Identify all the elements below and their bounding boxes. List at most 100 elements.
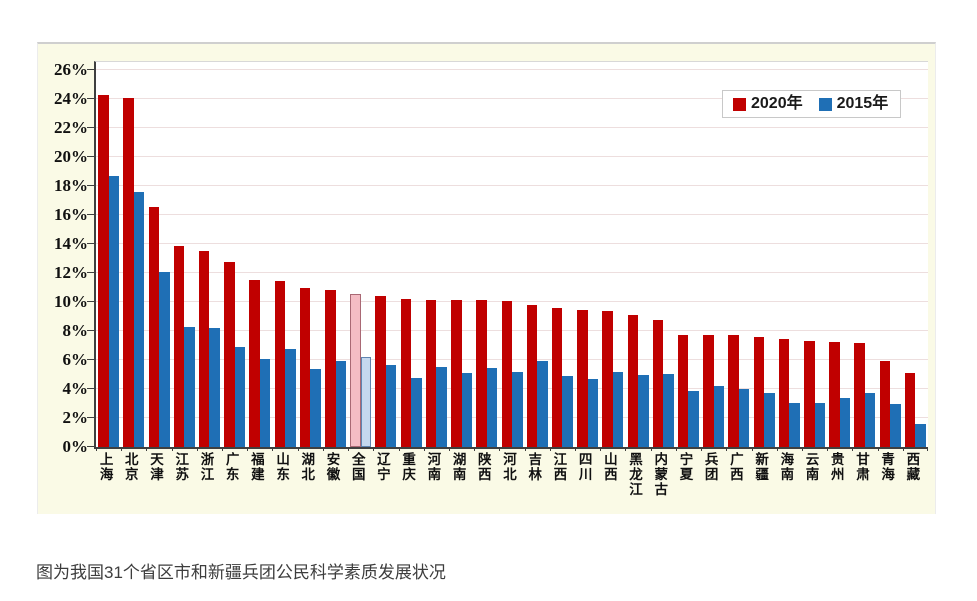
x-axis-tick [751, 447, 753, 451]
gridline-14% [96, 243, 928, 244]
y-axis-tick-2% [87, 417, 94, 418]
y-axis-label-26%: 26% [54, 60, 88, 79]
bar-2020-32 [904, 373, 916, 447]
y-axis-tick-14% [87, 243, 94, 244]
x-axis-tick [96, 447, 97, 451]
y-axis-tick-18% [87, 185, 94, 186]
bar-2015-7 [285, 348, 296, 447]
bar-2020-27 [778, 338, 790, 447]
x-axis-tick [247, 447, 249, 451]
bar-2015-20 [612, 371, 624, 447]
x-axis-tick [272, 447, 274, 451]
x-axis-tick [549, 447, 551, 451]
x-axis-tick [196, 447, 198, 451]
x-axis-label-0: 上 海 [99, 452, 114, 483]
bar-2015-4 [209, 327, 220, 447]
x-axis-tick [776, 447, 778, 451]
x-axis-tick [650, 447, 652, 451]
y-axis-label-18%: 18% [54, 176, 88, 195]
bar-2020-13 [425, 299, 437, 447]
bar-2020-14 [451, 299, 462, 447]
gridline-26% [96, 69, 928, 70]
x-axis-tick [398, 447, 400, 451]
x-axis-tick [171, 447, 173, 451]
legend-swatch-icon [818, 97, 832, 111]
y-axis-tick-12% [87, 272, 94, 273]
x-axis-tick [827, 447, 829, 451]
gridline-18% [96, 185, 928, 186]
legend-swatch-icon [733, 97, 746, 111]
x-axis-label-13: 河 南 [427, 452, 442, 483]
bar-2020-0 [98, 94, 109, 447]
y-axis-tick-8% [87, 330, 94, 331]
x-axis-tick [524, 447, 526, 451]
bar-2020-23 [677, 335, 689, 447]
bar-2020-22 [652, 320, 664, 447]
x-axis-label-2: 天 津 [150, 452, 164, 483]
bar-2020-31 [879, 360, 891, 447]
bar-2020-24 [703, 335, 714, 447]
gridline-24% [96, 98, 928, 99]
x-axis-tick [373, 447, 375, 451]
bar-2020-12 [400, 299, 412, 447]
x-axis-tick [675, 447, 677, 451]
x-axis-tick [121, 447, 123, 451]
bar-2020-30 [854, 343, 865, 447]
x-axis-label-29: 贵 州 [830, 452, 845, 483]
x-axis-label-17: 吉 林 [528, 452, 542, 483]
y-axis-tick-0% [87, 446, 94, 447]
bar-2020-4 [198, 250, 210, 447]
plot-area [87, 61, 928, 451]
y-axis-tick-22% [87, 127, 94, 128]
x-axis-label-32: 西 藏 [906, 452, 921, 483]
chart-panel: 0% 2% 4% 6% 8% 10% 12% 14% 16% 18% 20% 22% 24% 26% 上 … [37, 42, 936, 514]
bar-2015-12 [411, 378, 422, 447]
legend-item-2015: 2015年 [818, 95, 889, 112]
x-axis-tick [625, 447, 627, 451]
x-axis-tick [877, 447, 879, 451]
y-axis-label-22%: 22% [54, 118, 88, 137]
bar-2020-7 [274, 280, 286, 447]
x-axis-tick [575, 447, 577, 451]
bar-2015-18 [562, 375, 573, 447]
x-axis-label-27: 海 南 [780, 452, 795, 483]
legend: 2020年 2015年 [722, 90, 902, 118]
bar-2015-27 [789, 402, 800, 447]
y-axis-tick-20% [87, 156, 94, 157]
legend-item-2020: 2020年 [733, 96, 803, 112]
y-axis-label-2%: 2% [62, 408, 89, 427]
caption: 图为我国31个省区市和新疆兵团公民科学素质发展状况 [36, 563, 446, 582]
bar-2015-1 [133, 192, 145, 447]
x-axis-tick [448, 447, 450, 451]
x-axis-tick [902, 447, 904, 451]
bar-2015-15 [486, 367, 498, 447]
gridline-6% [96, 359, 928, 360]
bar-2020-20 [602, 311, 613, 447]
y-axis-label-24%: 24% [54, 89, 88, 108]
x-axis-label-24: 兵 团 [704, 452, 719, 483]
bar-2015-23 [688, 391, 699, 447]
x-axis-label-3: 江 苏 [175, 452, 189, 483]
bar-2020-10 [350, 293, 361, 447]
bar-2015-30 [864, 393, 876, 447]
legend-label: 2015年 [836, 95, 889, 112]
y-axis-label-20%: 20% [54, 147, 88, 166]
x-axis-label-25: 广 西 [730, 452, 744, 483]
y-axis-label-10%: 10% [54, 292, 88, 311]
bar-2015-16 [512, 371, 523, 447]
y-axis-tick-4% [87, 388, 94, 389]
x-axis-label-11: 辽 宁 [377, 452, 391, 483]
x-axis-label-30: 甘 肃 [856, 452, 870, 483]
x-axis-label-16: 河 北 [503, 452, 517, 483]
x-axis-tick [322, 447, 324, 451]
x-axis-label-15: 陕 西 [478, 452, 492, 483]
y-axis-label-16%: 16% [54, 205, 88, 224]
bar-2020-1 [123, 98, 134, 447]
x-axis-tick [701, 447, 703, 451]
x-axis-tick [600, 447, 602, 451]
bar-2015-21 [638, 374, 649, 447]
x-axis-tick [499, 447, 501, 451]
x-axis-label-21: 黑 龙 江 [629, 452, 643, 498]
bar-2015-10 [360, 357, 372, 447]
bar-2020-6 [249, 280, 260, 447]
